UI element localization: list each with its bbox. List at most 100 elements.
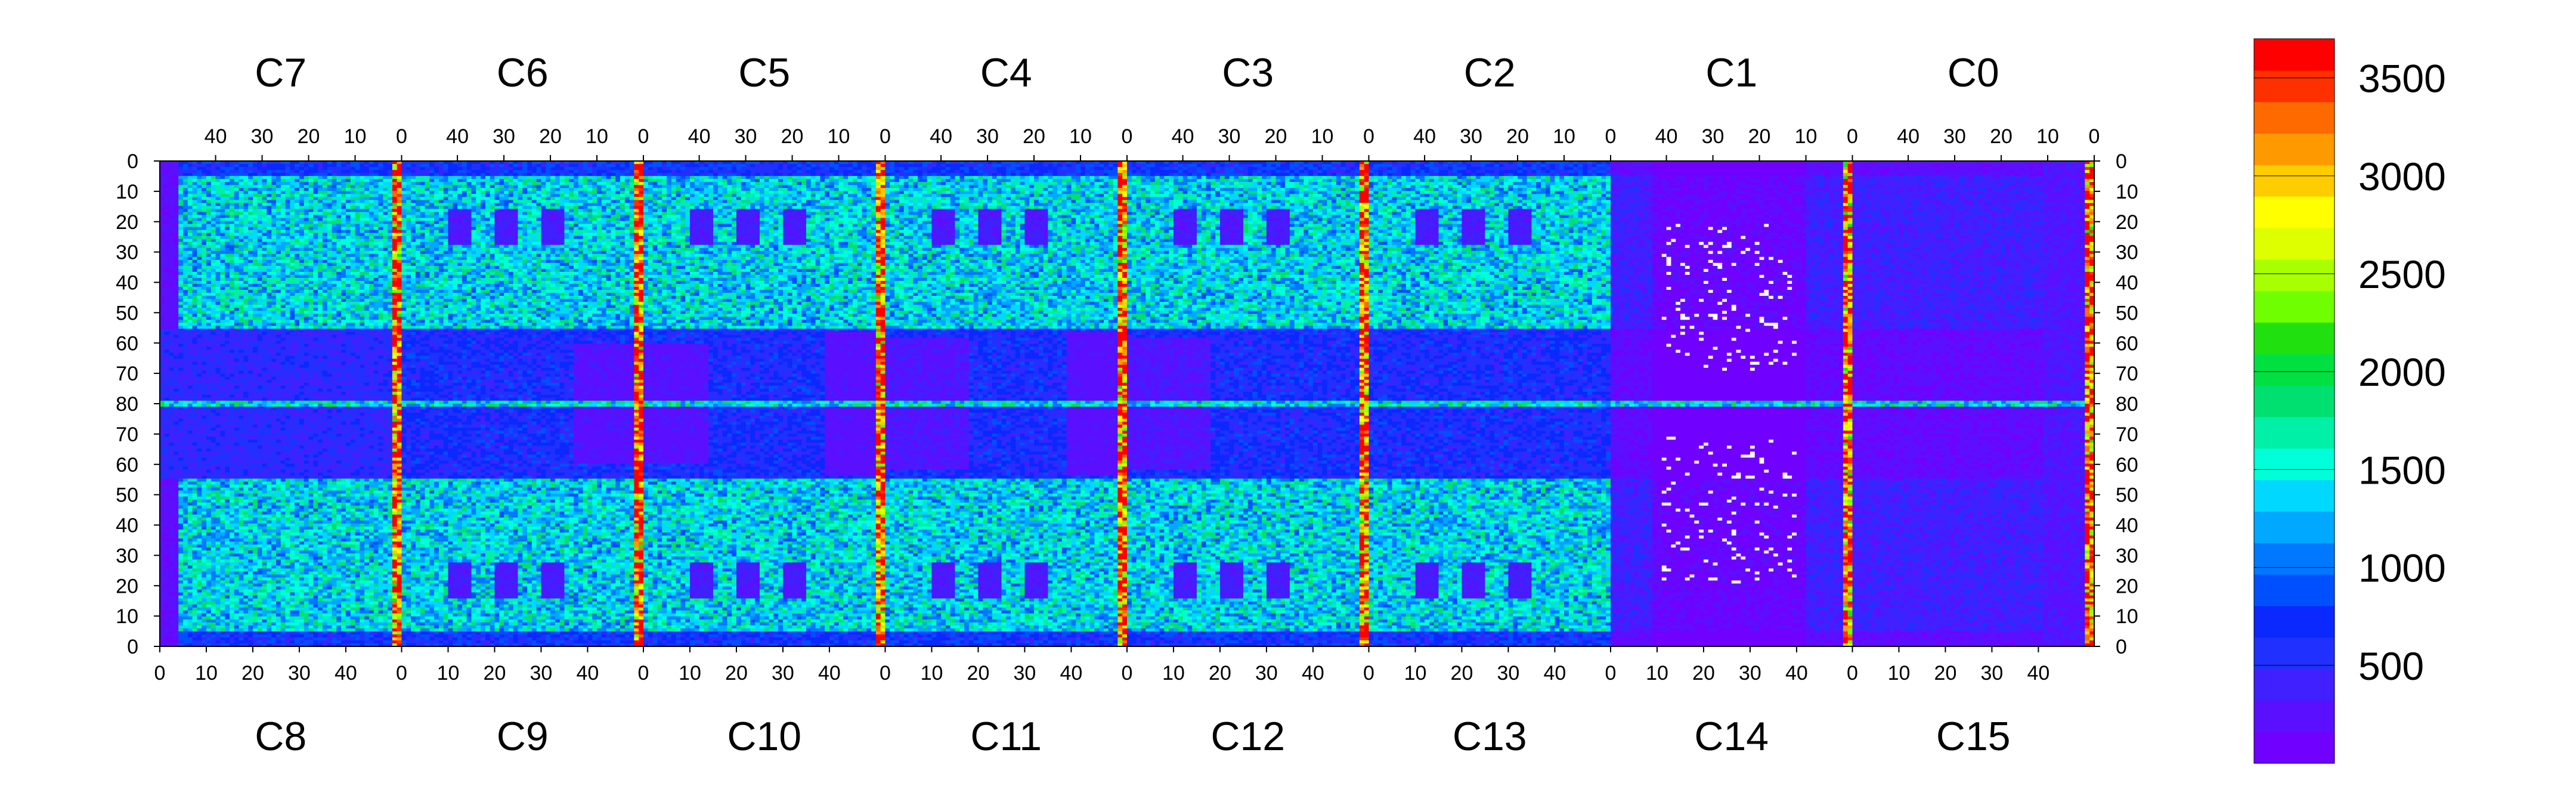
heatmap-cell bbox=[336, 194, 341, 197]
heatmap-cell bbox=[267, 275, 271, 278]
heatmap-cell bbox=[360, 224, 364, 228]
heatmap-cell bbox=[383, 311, 388, 314]
heatmap-cell bbox=[341, 407, 369, 410]
heatmap-cell bbox=[392, 257, 397, 261]
heatmap-cell bbox=[364, 314, 369, 317]
heatmap-cell bbox=[225, 407, 230, 410]
heatmap-cell bbox=[295, 365, 299, 369]
heatmap-cell bbox=[364, 278, 369, 281]
heatmap-cell bbox=[332, 272, 337, 275]
heatmap-cell bbox=[351, 263, 360, 267]
heatmap-cell bbox=[188, 340, 193, 344]
heatmap-cell bbox=[374, 206, 379, 209]
heatmap-cell bbox=[360, 404, 369, 407]
heatmap-cell bbox=[160, 206, 165, 209]
heatmap-cell bbox=[336, 371, 341, 374]
heatmap-cell bbox=[341, 326, 346, 329]
heatmap-cell bbox=[323, 164, 337, 168]
heatmap-cell bbox=[318, 167, 323, 171]
heatmap-cell bbox=[383, 266, 388, 270]
heatmap-cell bbox=[220, 167, 234, 171]
heatmap-cell bbox=[206, 296, 216, 299]
heatmap-cell bbox=[397, 401, 402, 404]
heatmap-cell bbox=[258, 419, 262, 422]
heatmap-cell bbox=[193, 340, 197, 344]
heatmap-cell bbox=[253, 257, 258, 261]
heatmap-cell bbox=[309, 371, 314, 374]
heatmap-cell bbox=[248, 302, 253, 305]
heatmap-cell bbox=[397, 215, 402, 218]
heatmap-cell bbox=[267, 191, 271, 194]
heatmap-cell bbox=[248, 365, 258, 369]
heatmap-cell bbox=[332, 281, 342, 284]
heatmap-cell bbox=[397, 245, 402, 249]
heatmap-cell bbox=[346, 326, 355, 329]
heatmap-cell bbox=[253, 251, 258, 255]
heatmap-cell bbox=[225, 299, 230, 302]
heatmap-cell bbox=[243, 284, 248, 287]
heatmap-cell bbox=[248, 164, 253, 168]
heatmap-cell bbox=[351, 278, 355, 281]
heatmap-cell bbox=[351, 233, 355, 237]
heatmap-cell bbox=[369, 347, 374, 351]
heatmap-cell bbox=[160, 320, 179, 323]
heatmap-cell bbox=[276, 368, 281, 371]
heatmap-cell bbox=[267, 263, 271, 267]
heatmap-cell bbox=[392, 188, 397, 191]
heatmap-cell bbox=[211, 371, 216, 374]
heatmap-cell bbox=[281, 419, 286, 422]
heatmap-cell bbox=[211, 212, 216, 215]
heatmap-cell bbox=[374, 335, 383, 338]
heatmap-cell bbox=[258, 260, 262, 264]
heatmap-cell bbox=[309, 383, 328, 386]
heatmap-cell bbox=[271, 413, 276, 416]
heatmap-cell bbox=[346, 374, 351, 377]
heatmap-cell bbox=[323, 182, 327, 185]
heatmap-cell bbox=[309, 377, 323, 380]
heatmap-cell bbox=[258, 275, 262, 278]
heatmap-cell bbox=[388, 254, 392, 258]
heatmap-cell bbox=[318, 371, 323, 374]
heatmap-cell bbox=[178, 179, 183, 182]
heatmap-cell bbox=[216, 176, 221, 179]
heatmap-cell bbox=[392, 230, 402, 234]
heatmap-cell bbox=[364, 401, 369, 404]
heatmap-cell bbox=[178, 248, 183, 252]
heatmap-cell bbox=[374, 260, 379, 264]
heatmap-cell bbox=[193, 371, 197, 374]
heatmap-cell bbox=[290, 254, 295, 258]
heatmap-cell bbox=[193, 317, 197, 320]
heatmap-cell bbox=[262, 233, 267, 237]
heatmap-cell bbox=[364, 305, 369, 308]
heatmap-cell bbox=[206, 239, 211, 243]
heatmap-cell bbox=[286, 419, 300, 422]
heatmap-cell bbox=[397, 188, 402, 191]
heatmap-cell bbox=[346, 248, 351, 252]
heatmap-cell bbox=[248, 359, 272, 363]
heatmap-cell bbox=[234, 212, 244, 215]
heatmap-cell bbox=[258, 383, 267, 386]
heatmap-cell bbox=[271, 401, 276, 404]
heatmap-cell bbox=[206, 248, 211, 252]
heatmap-cell bbox=[271, 260, 276, 264]
heatmap-cell bbox=[276, 260, 290, 264]
heatmap-cell bbox=[271, 311, 276, 314]
heatmap-cell bbox=[281, 299, 286, 302]
heatmap-cell bbox=[290, 188, 295, 191]
heatmap-cell bbox=[202, 374, 206, 377]
heatmap-cell bbox=[188, 203, 193, 206]
heatmap-cell bbox=[327, 203, 332, 206]
heatmap-cell bbox=[379, 275, 383, 278]
heatmap-cell bbox=[313, 239, 318, 243]
heatmap-cell bbox=[211, 191, 216, 194]
heatmap-cell bbox=[216, 185, 221, 188]
heatmap-cell bbox=[290, 383, 304, 386]
heatmap-cell bbox=[271, 197, 276, 200]
heatmap-cell bbox=[281, 338, 286, 341]
heatmap-cell bbox=[206, 245, 216, 249]
heatmap-cell bbox=[211, 269, 216, 273]
heatmap-cell bbox=[178, 278, 183, 281]
heatmap-cell bbox=[174, 263, 178, 267]
heatmap-cell bbox=[304, 398, 309, 401]
heatmap-cell bbox=[276, 296, 281, 299]
